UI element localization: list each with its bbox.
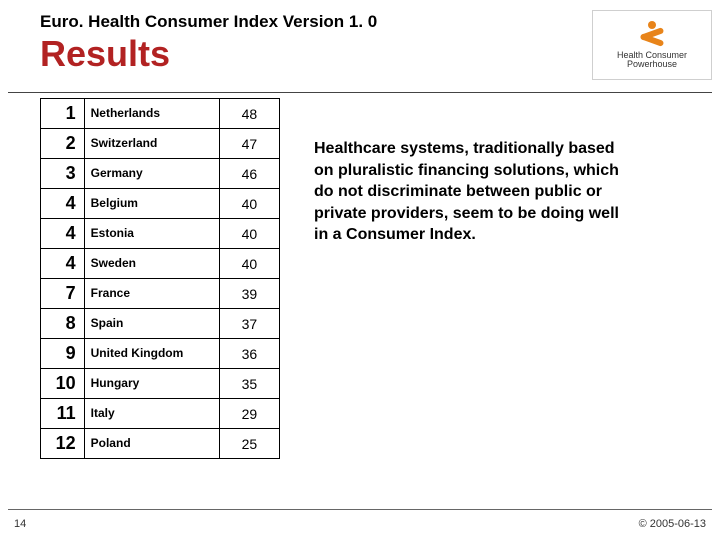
note-column: Healthcare systems, traditionally based …	[314, 98, 680, 498]
rank-cell: 12	[41, 429, 85, 459]
country-cell: Italy	[84, 399, 219, 429]
score-cell: 46	[219, 159, 279, 189]
country-cell: Belgium	[84, 189, 219, 219]
score-cell: 40	[219, 189, 279, 219]
score-cell: 29	[219, 399, 279, 429]
rank-cell: 1	[41, 99, 85, 129]
rank-cell: 4	[41, 249, 85, 279]
page-number: 14	[14, 518, 26, 530]
header-divider	[8, 92, 712, 93]
score-cell: 48	[219, 99, 279, 129]
brand-logo-line2: Powerhouse	[617, 60, 687, 69]
ranking-table-wrap: 1 Netherlands 48 2 Switzerland 47 3 Germ…	[40, 98, 280, 498]
header-text: Euro. Health Consumer Index Version 1. 0…	[40, 10, 592, 74]
country-cell: Sweden	[84, 249, 219, 279]
score-cell: 40	[219, 249, 279, 279]
table-row: 12 Poland 25	[41, 429, 280, 459]
table-row: 11 Italy 29	[41, 399, 280, 429]
country-cell: Switzerland	[84, 129, 219, 159]
table-row: 8 Spain 37	[41, 309, 280, 339]
score-cell: 47	[219, 129, 279, 159]
brand-logo: Health Consumer Powerhouse	[592, 10, 712, 80]
ranking-tbody: 1 Netherlands 48 2 Switzerland 47 3 Germ…	[41, 99, 280, 459]
rank-cell: 3	[41, 159, 85, 189]
rank-cell: 2	[41, 129, 85, 159]
score-cell: 40	[219, 219, 279, 249]
table-row: 1 Netherlands 48	[41, 99, 280, 129]
brand-logo-text: Health Consumer Powerhouse	[617, 51, 687, 70]
score-cell: 25	[219, 429, 279, 459]
score-cell: 39	[219, 279, 279, 309]
rank-cell: 4	[41, 189, 85, 219]
score-cell: 35	[219, 369, 279, 399]
footer-divider	[8, 509, 712, 510]
rank-cell: 4	[41, 219, 85, 249]
country-cell: France	[84, 279, 219, 309]
table-row: 7 France 39	[41, 279, 280, 309]
slide: Euro. Health Consumer Index Version 1. 0…	[0, 0, 720, 540]
rank-cell: 7	[41, 279, 85, 309]
table-row: 4 Sweden 40	[41, 249, 280, 279]
country-cell: Poland	[84, 429, 219, 459]
country-cell: Estonia	[84, 219, 219, 249]
score-cell: 37	[219, 309, 279, 339]
table-row: 10 Hungary 35	[41, 369, 280, 399]
table-row: 3 Germany 46	[41, 159, 280, 189]
ranking-table: 1 Netherlands 48 2 Switzerland 47 3 Germ…	[40, 98, 280, 459]
rank-cell: 8	[41, 309, 85, 339]
rank-cell: 11	[41, 399, 85, 429]
country-cell: United Kingdom	[84, 339, 219, 369]
country-cell: Netherlands	[84, 99, 219, 129]
rank-cell: 9	[41, 339, 85, 369]
country-cell: Germany	[84, 159, 219, 189]
header: Euro. Health Consumer Index Version 1. 0…	[40, 10, 712, 92]
commentary-text: Healthcare systems, traditionally based …	[314, 138, 634, 246]
country-cell: Spain	[84, 309, 219, 339]
table-row: 2 Switzerland 47	[41, 129, 280, 159]
slide-subtitle: Euro. Health Consumer Index Version 1. 0	[40, 12, 592, 32]
copyright-text: © 2005-06-13	[639, 518, 706, 530]
slide-title: Results	[40, 34, 592, 74]
body: 1 Netherlands 48 2 Switzerland 47 3 Germ…	[40, 98, 680, 498]
table-row: 9 United Kingdom 36	[41, 339, 280, 369]
table-row: 4 Belgium 40	[41, 189, 280, 219]
country-cell: Hungary	[84, 369, 219, 399]
rank-cell: 10	[41, 369, 85, 399]
score-cell: 36	[219, 339, 279, 369]
powerhouse-figure-icon	[638, 21, 666, 49]
table-row: 4 Estonia 40	[41, 219, 280, 249]
